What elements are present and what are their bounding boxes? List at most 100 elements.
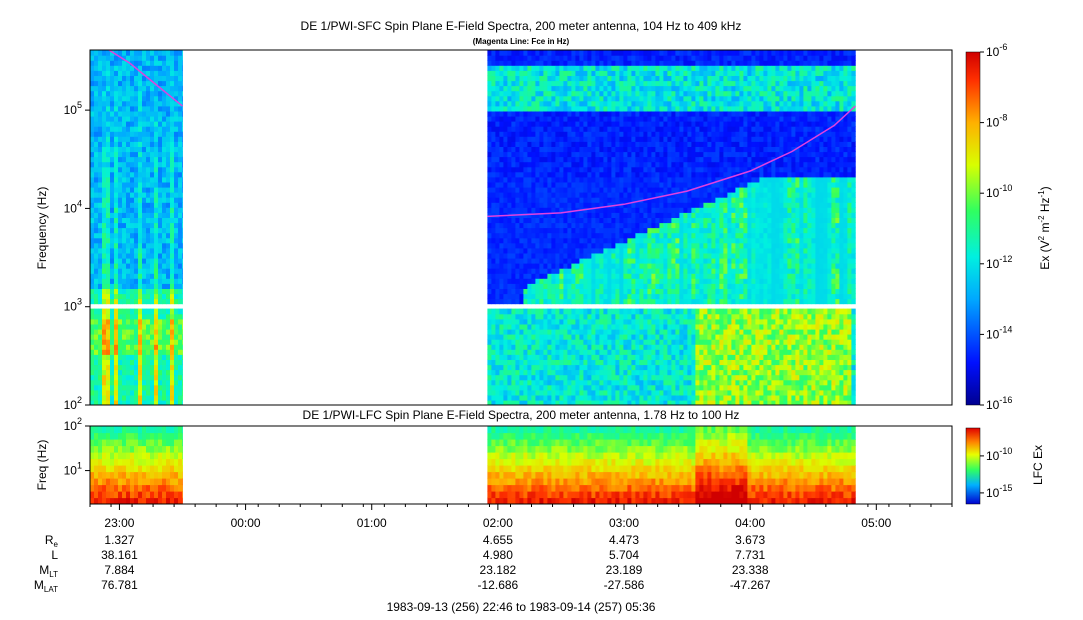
spectrogram-cell [655,141,660,147]
spectrogram-cell [607,389,612,396]
spectrogram-cell [611,384,616,391]
spectrogram-cell [90,151,95,158]
spectrogram-cell [166,349,171,355]
spectrogram-cell [170,227,175,234]
spectrogram-cell [106,121,111,127]
spectrogram-cell [106,176,111,183]
spectrogram-cell [615,65,620,71]
spectrogram-cell [551,121,556,127]
spectrogram-cell [575,318,580,325]
spectrogram-cell [90,212,95,218]
spectrogram-cell [663,247,668,254]
spectrogram-cell [659,252,664,259]
spectrogram-cell [559,202,564,208]
spectrogram-cell [591,85,596,92]
spectrogram-cell [90,222,95,229]
spectrogram-cell [487,95,492,102]
spectrogram-cell [651,323,656,330]
spectrogram-cell [122,202,127,208]
spectrogram-cell [591,115,596,122]
spectrogram-cell [579,252,584,259]
spectrogram-cell [583,273,588,279]
spectrogram-cell [643,308,648,315]
spectrogram-cell [126,131,131,137]
spectrogram-cell [571,166,576,173]
spectrogram-cell [503,349,508,355]
spectrogram-cell [102,186,107,193]
spectrogram-cell [563,257,568,264]
spectrogram-cell [663,110,668,117]
spectrogram-cell [591,121,596,127]
spectrogram-cell [499,323,504,330]
spectrogram-cell [631,288,636,295]
spectrogram-cell [146,354,151,360]
spectrogram-cell [583,161,588,168]
spectrogram-cell [102,121,107,127]
spectrogram-cell [519,344,524,350]
spectrogram-cell [146,232,151,239]
spectrogram-cell [130,227,135,234]
spectrogram-cell [599,186,604,193]
spectrogram-cell [671,171,676,178]
spectrogram-cell [599,349,604,355]
spectrogram-cell [575,141,580,147]
spectrogram-cell [511,217,516,224]
spectrogram-cell [651,384,656,391]
spectrogram-cell [170,207,175,213]
spectrogram-cell [170,364,175,371]
spectrogram-cell [122,242,127,249]
spectrogram-cell [607,50,612,56]
spectrogram-cell [142,257,147,264]
spectrogram-cell [499,313,504,320]
spectrogram-cell [158,161,163,168]
spectrogram-cell [126,217,131,224]
spectrogram-cell [643,90,648,97]
spectrogram-cell [110,263,115,269]
spectrogram-cell [102,90,107,97]
spectrogram-cell [523,85,528,92]
spectrogram-cell [551,131,556,137]
spectrogram-cell [134,374,139,381]
spectrogram-cell [182,90,183,97]
spectrogram-cell [623,252,628,259]
spectrogram-cell [603,257,608,264]
spectrogram-cell [118,288,123,295]
spectrogram-cell [491,247,496,254]
spectrogram-cell [659,379,664,386]
spectrogram-cell [583,268,588,274]
spectrogram-cell [555,131,560,137]
spectrogram-cell [603,318,608,325]
spectrogram-cell [567,334,572,340]
spectrogram-cell [182,207,183,213]
spectrogram-cell [114,379,119,386]
spectrogram-cell [138,379,143,386]
spectrogram-cell [643,207,648,213]
spectrogram-cell [623,202,628,208]
spectrogram-cell [138,207,143,213]
spectrogram-cell [651,263,656,269]
spectrogram-cell [507,242,512,249]
spectrogram-cell [607,156,612,163]
spectrogram-cell [110,394,115,401]
spectrogram-cell [515,344,520,350]
spectrogram-cell [659,60,664,66]
spectrogram-cell [499,80,504,87]
spectrogram-cell [519,90,524,97]
spectrogram-cell [607,374,612,381]
spectrogram-cell [166,247,171,254]
spectrogram-cell [499,232,504,239]
spectrogram-cell [154,237,159,244]
spectrogram-cell [150,50,155,56]
spectrogram-cell [563,298,568,305]
spectrogram-cell [659,354,664,360]
spectrogram-cell [671,192,676,198]
spectrogram-cell [679,339,684,345]
spectrogram-cell [603,126,608,132]
spectrogram-cell [547,50,552,56]
spectrogram-cell [519,288,524,295]
spectrogram-cell [615,136,620,142]
spectrogram-cell [643,328,648,335]
spectrogram-cell [595,146,600,153]
spectrogram-cell [150,212,155,218]
spectrogram-cell [134,176,139,183]
